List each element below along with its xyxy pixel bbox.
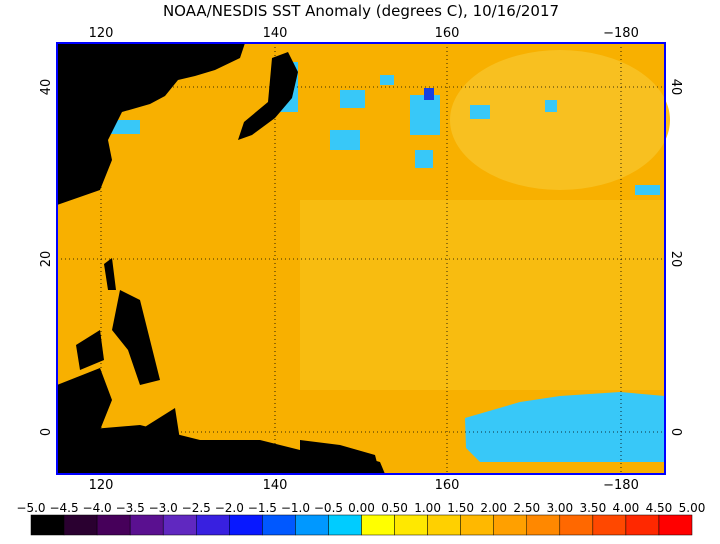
colorbar-swatch bbox=[96, 514, 131, 536]
colorbar-label: 2.00 bbox=[480, 501, 507, 515]
colorbar-swatch bbox=[129, 514, 164, 536]
lat-label: 40 bbox=[39, 79, 54, 96]
colorbar-label: 5.00 bbox=[679, 501, 706, 515]
colorbar-label: 4.50 bbox=[646, 501, 673, 515]
land bbox=[57, 43, 385, 474]
colorbar-swatch bbox=[460, 514, 494, 536]
map-frame bbox=[56, 42, 666, 475]
lon-labels-top: 120 140 160 −180 bbox=[89, 26, 639, 41]
colorbar-label: −2.5 bbox=[182, 501, 211, 515]
colorbar-label: −1.5 bbox=[248, 501, 277, 515]
colorbar-swatch bbox=[658, 514, 693, 536]
colorbar-swatch bbox=[229, 514, 263, 536]
lon-label: 160 bbox=[435, 478, 460, 493]
colorbar-swatch bbox=[592, 514, 627, 536]
lon-labels-bottom: 120 140 160 −180 bbox=[89, 478, 639, 493]
colorbar-swatch bbox=[361, 514, 395, 536]
colorbar: −5.0 −4.5 −4.0 −3.5 −3.0 −2.5 −2.0 −1.5 −1.0 −0.5… bbox=[16, 501, 706, 536]
lon-label: −180 bbox=[603, 26, 639, 41]
cold-core bbox=[424, 88, 434, 100]
colorbar-swatch bbox=[493, 514, 528, 536]
colorbar-label: −1.0 bbox=[281, 501, 310, 515]
lon-label: 160 bbox=[435, 26, 460, 41]
colorbar-swatch bbox=[196, 514, 230, 536]
graticule bbox=[57, 43, 665, 474]
lat-label: 40 bbox=[668, 79, 683, 96]
lon-label: 120 bbox=[89, 478, 114, 493]
warm-region bbox=[300, 200, 665, 390]
colorbar-label: 2.50 bbox=[513, 501, 540, 515]
colorbar-label: 3.00 bbox=[546, 501, 573, 515]
colorbar-swatch bbox=[162, 514, 197, 536]
lat-label: 20 bbox=[668, 251, 683, 268]
warm-region bbox=[450, 50, 670, 190]
lat-labels: 40 40 20 20 0 0 bbox=[39, 79, 683, 436]
colorbar-label: 1.00 bbox=[414, 501, 441, 515]
colorbar-label: 3.50 bbox=[579, 501, 606, 515]
colorbar-swatch bbox=[625, 514, 660, 536]
colorbar-swatch bbox=[30, 514, 65, 536]
lat-label: 0 bbox=[668, 428, 683, 436]
colorbar-label: 4.00 bbox=[613, 501, 640, 515]
colorbar-label: −5.0 bbox=[16, 501, 45, 515]
colorbar-label: −0.5 bbox=[314, 501, 343, 515]
colorbar-label: −3.5 bbox=[116, 501, 145, 515]
lon-label: 120 bbox=[89, 26, 114, 41]
colorbar-swatch bbox=[328, 514, 362, 536]
cold-anomaly bbox=[465, 392, 665, 462]
colorbar-label: −4.5 bbox=[49, 501, 78, 515]
lat-label: 20 bbox=[39, 251, 54, 268]
map bbox=[56, 42, 670, 475]
colorbar-swatch bbox=[63, 514, 98, 536]
colorbar-swatch bbox=[295, 514, 329, 536]
colorbar-label: 0.50 bbox=[381, 501, 408, 515]
colorbar-label: 0.00 bbox=[348, 501, 375, 515]
colorbar-swatch bbox=[559, 514, 594, 536]
lon-label: −180 bbox=[603, 478, 639, 493]
colorbar-label: −2.0 bbox=[215, 501, 244, 515]
lat-label: 0 bbox=[39, 428, 54, 436]
colorbar-swatch bbox=[526, 514, 561, 536]
colorbar-swatch bbox=[262, 514, 296, 536]
colorbar-label: −3.0 bbox=[149, 501, 178, 515]
title: NOAA/NESDIS SST Anomaly (degrees C), 10/… bbox=[163, 2, 559, 20]
lon-label: 140 bbox=[263, 26, 288, 41]
colorbar-label: −4.0 bbox=[83, 501, 112, 515]
colorbar-swatch bbox=[427, 514, 461, 536]
colorbar-swatch bbox=[394, 514, 428, 536]
lon-label: 140 bbox=[263, 478, 288, 493]
colorbar-label: 1.50 bbox=[447, 501, 474, 515]
